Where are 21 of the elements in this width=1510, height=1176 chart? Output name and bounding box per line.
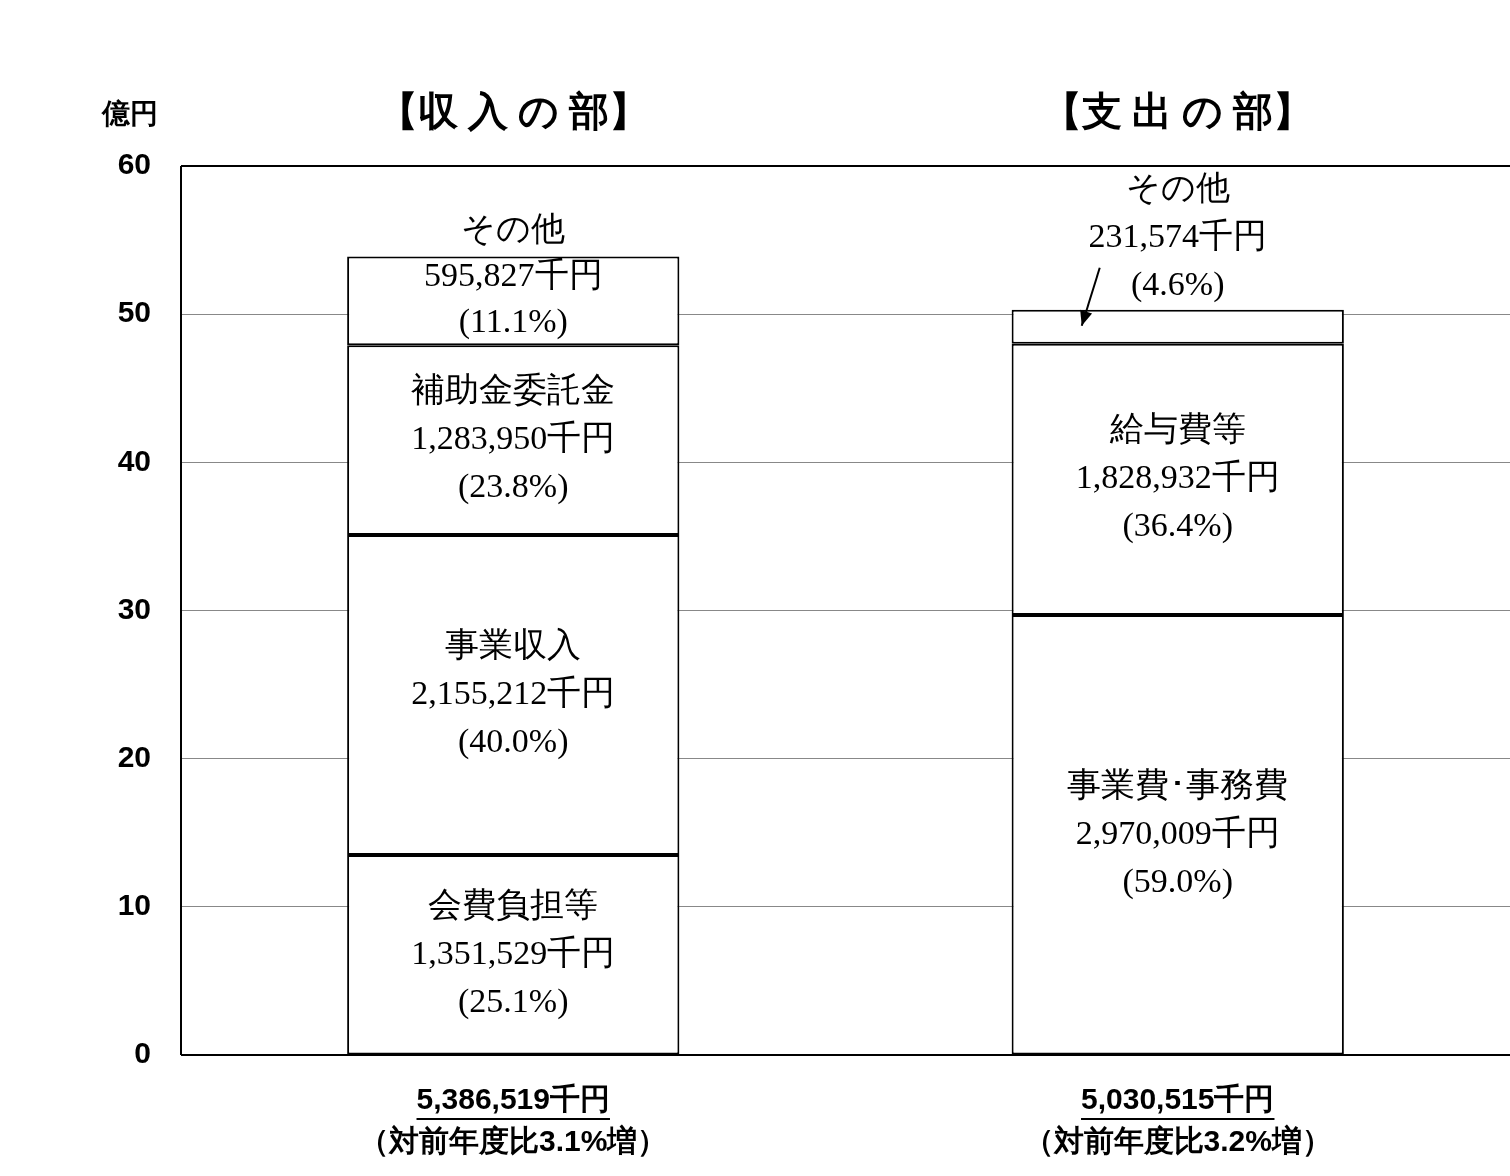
annotation: その他 231,574千円 (4.6%) — [1088, 168, 1267, 303]
y-tick-label: 20 — [117, 739, 151, 773]
y-tick-label: 30 — [117, 591, 151, 625]
text: （対前年度比3.2%増） — [1023, 1124, 1332, 1158]
text: 5,386,519千円 — [416, 1082, 610, 1116]
x-tick-label: 【収 入 の 部】 — [377, 89, 649, 135]
annotation: 補助金委託金 1,283,950千円 (23.8%) — [411, 371, 616, 506]
annotation: 事業費･事務費 2,970,009千円 (59.0%) — [1067, 765, 1289, 900]
y-axis-title: 億円 — [101, 97, 158, 129]
text: （対前年度比3.1%増） — [359, 1124, 668, 1158]
annotation: その他 595,827千円 (11.1%) — [424, 210, 603, 341]
y-tick-label: 10 — [117, 888, 151, 922]
y-tick-label: 40 — [117, 443, 151, 477]
y-tick-label: 50 — [117, 295, 151, 329]
x-tick-label: 【支 出 の 部】 — [1042, 89, 1314, 135]
text: 5,030,515千円 — [1081, 1082, 1275, 1116]
annotation: 給与費等 1,828,932千円 (36.4%) — [1075, 410, 1280, 545]
y-tick-label: 0 — [134, 1036, 151, 1070]
annotation: 会費負担等 1,351,529千円 (25.1%) — [411, 885, 616, 1020]
y-tick-label: 60 — [117, 147, 151, 181]
annotation: 事業収入 2,155,212千円 (40.0%) — [411, 625, 616, 760]
